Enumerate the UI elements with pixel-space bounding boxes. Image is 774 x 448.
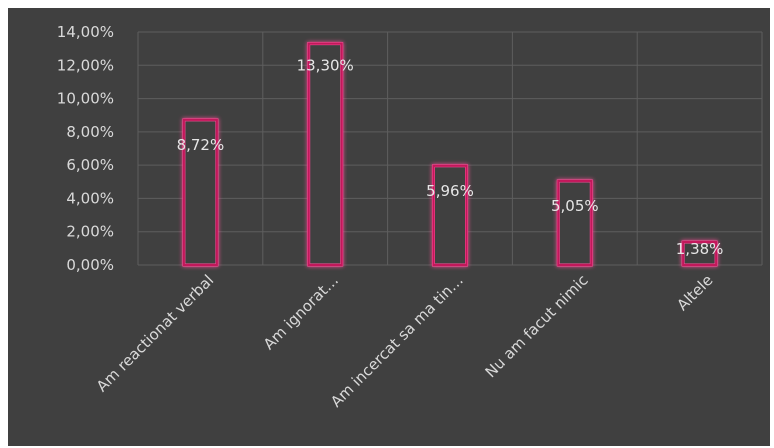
y-tick-label: 14,00%: [57, 23, 114, 41]
x-tick-label: Nu am facut nimic: [482, 271, 592, 381]
data-label: 1,38%: [676, 240, 724, 258]
x-tick-label: Altele: [673, 271, 716, 314]
x-tick-label: Am incercat sa ma tin…: [327, 271, 467, 411]
bar-outline: [432, 164, 468, 267]
y-tick-label: 12,00%: [57, 56, 114, 74]
bar: [556, 179, 593, 267]
bar-outline: [307, 42, 343, 267]
data-label: 5,05%: [551, 197, 599, 215]
y-tick-label: 10,00%: [57, 90, 114, 108]
x-tick-label: Am ignorat…: [260, 271, 342, 353]
data-label: 13,30%: [297, 57, 354, 75]
y-tick-label: 6,00%: [66, 156, 114, 174]
y-tick-label: 0,00%: [66, 256, 114, 274]
x-tick-label: Am reactionat verbal: [93, 271, 217, 395]
bar: [307, 42, 344, 267]
bar: [432, 164, 468, 267]
data-label: 8,72%: [177, 136, 225, 154]
bar-outline: [557, 179, 593, 266]
bar-outline: [182, 118, 218, 266]
y-tick-label: 4,00%: [66, 189, 114, 207]
chart-frame: 0,00% 2,00% 4,00% 6,00% 8,00% 10,00% 12,00% 14,…: [8, 8, 770, 446]
bar-outline: [682, 241, 718, 266]
data-label: 5,96%: [426, 182, 474, 200]
y-tick-label: 2,00%: [66, 223, 114, 241]
y-tick-label: 8,00%: [66, 123, 114, 141]
bar-chart: 0,00% 2,00% 4,00% 6,00% 8,00% 10,00% 12,00% 14,…: [57, 23, 763, 411]
